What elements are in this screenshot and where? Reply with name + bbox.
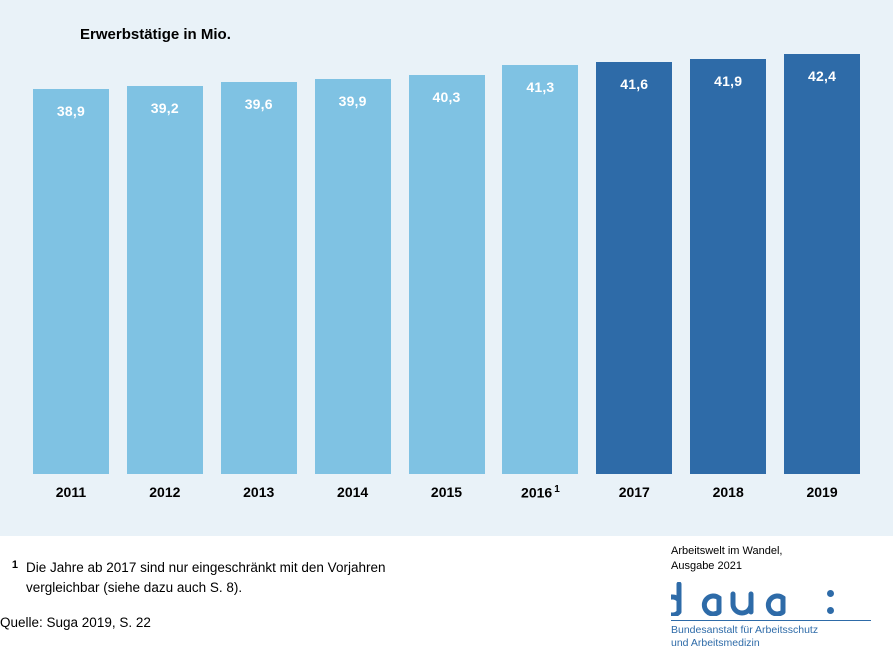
x-axis-label: 2019: [781, 484, 863, 501]
x-axis-label: 2018: [687, 484, 769, 501]
footnote-text: Die Jahre ab 2017 sind nur eingeschränkt…: [26, 558, 446, 597]
bar: 42,4: [784, 54, 860, 474]
footer: 1 Die Jahre ab 2017 sind nur eingeschrän…: [0, 536, 893, 663]
bar: 39,9: [315, 79, 391, 474]
x-axis-label: 2014: [312, 484, 394, 501]
brand-block: Arbeitswelt im Wandel, Ausgabe 2021: [671, 544, 871, 650]
x-labels-container: 2011 2012 2013 2014 2015 20161 2017 2018 2019: [30, 484, 863, 501]
x-axis-label-superscript: 1: [554, 484, 560, 495]
brand-subline1: Bundesanstalt für Arbeitsschutz: [671, 624, 818, 636]
bar: 41,9: [690, 59, 766, 474]
bars-container: 38,9 39,2 39,6 39,9 40,3 41,3 41,6 41,9 42,4: [30, 54, 863, 474]
x-axis-label: 2013: [218, 484, 300, 501]
bar-value-label: 39,2: [151, 100, 179, 116]
bar-value-label: 42,4: [808, 68, 836, 84]
brand-subline: Bundesanstalt für Arbeitsschutz und Arbe…: [671, 620, 871, 650]
bar: 41,6: [596, 62, 672, 474]
bar-column: 41,3: [499, 65, 581, 474]
bar-column: 40,3: [406, 75, 488, 474]
x-axis-label-text: 2017: [619, 484, 650, 500]
bar-value-label: 39,9: [339, 93, 367, 109]
bar-value-label: 38,9: [57, 103, 85, 119]
brand-logo: [671, 582, 871, 616]
logo-dot: [827, 607, 834, 614]
bar: 38,9: [33, 89, 109, 474]
edition-line1: Arbeitswelt im Wandel,: [671, 545, 782, 557]
logo-colon-icon: [827, 590, 834, 616]
x-axis-label: 2012: [124, 484, 206, 501]
chart-title: Erwerbstätige in Mio.: [80, 26, 863, 43]
bar-value-label: 41,3: [526, 79, 554, 95]
x-axis-label-text: 2013: [243, 484, 274, 500]
edition-text: Arbeitswelt im Wandel, Ausgabe 2021: [671, 544, 871, 574]
bar-column: 41,9: [687, 59, 769, 474]
bar-value-label: 40,3: [432, 89, 460, 105]
page-root: Erwerbstätige in Mio. 38,9 39,2 39,6 39,9 40…: [0, 0, 893, 663]
x-axis-label-text: 2019: [806, 484, 837, 500]
x-axis-label-text: 2015: [431, 484, 462, 500]
x-axis-label-text: 2016: [521, 485, 552, 501]
x-axis-label-text: 2014: [337, 484, 368, 500]
bar: 39,6: [221, 82, 297, 474]
bar-value-label: 41,9: [714, 73, 742, 89]
bar-column: 41,6: [593, 62, 675, 474]
x-axis-label: 2011: [30, 484, 112, 501]
chart-area: Erwerbstätige in Mio. 38,9 39,2 39,6 39,9 40…: [0, 0, 893, 536]
x-axis-label: 20161: [499, 484, 581, 501]
bar: 40,3: [409, 75, 485, 474]
x-axis-label-text: 2011: [56, 484, 86, 500]
footnote-marker: 1: [0, 559, 18, 571]
bar: 39,2: [127, 86, 203, 474]
bar-column: 39,9: [312, 79, 394, 474]
x-axis-label: 2015: [406, 484, 488, 501]
bar-value-label: 41,6: [620, 76, 648, 92]
x-axis-label: 2017: [593, 484, 675, 501]
bar-column: 39,6: [218, 82, 300, 474]
x-axis-label-text: 2012: [149, 484, 180, 500]
bar-value-label: 39,6: [245, 96, 273, 112]
baua-logo-icon: [671, 582, 821, 616]
brand-subline2: und Arbeitsmedizin: [671, 637, 760, 649]
bar-column: 42,4: [781, 54, 863, 474]
bar: 41,3: [502, 65, 578, 474]
logo-dot: [827, 590, 834, 597]
bar-column: 39,2: [124, 86, 206, 474]
bar-column: 38,9: [30, 89, 112, 474]
x-axis-label-text: 2018: [713, 484, 744, 500]
edition-line2: Ausgabe 2021: [671, 560, 742, 572]
